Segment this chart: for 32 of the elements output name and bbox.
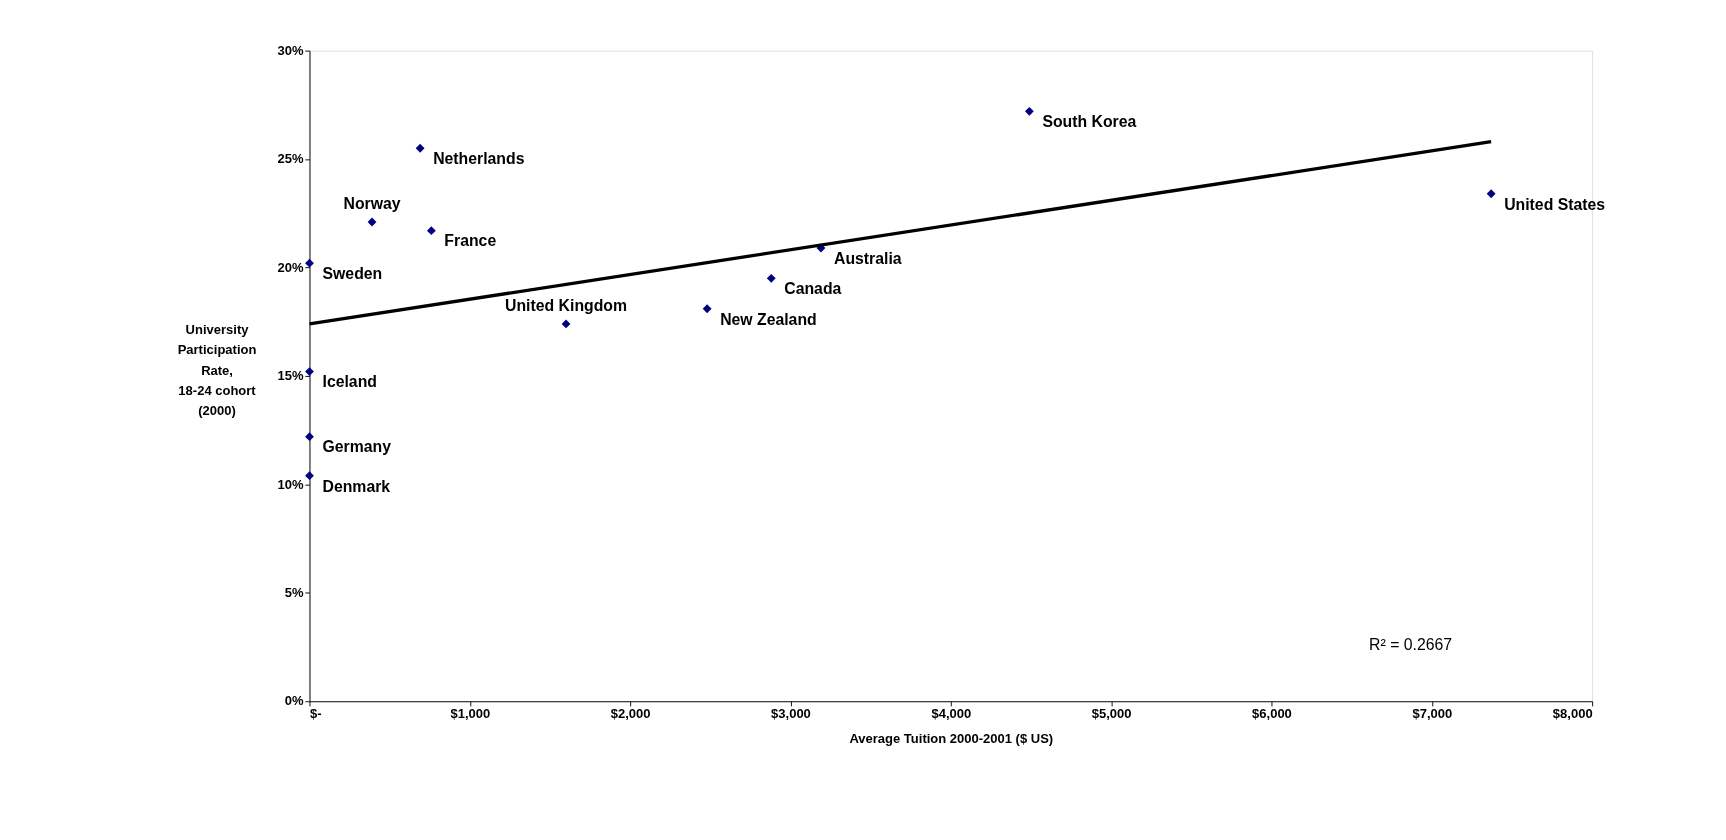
- x-tick-label: $6,000: [1252, 706, 1292, 722]
- y-tick-label: 30%: [277, 42, 304, 58]
- y-tick-label: 20%: [277, 259, 304, 275]
- annotation: South Korea: [1042, 113, 1137, 131]
- annotation: United States: [1504, 195, 1606, 213]
- x-tick-label: $-: [309, 706, 322, 722]
- annotation: Australia: [833, 249, 902, 267]
- x-tick-label: $4,000: [931, 706, 972, 722]
- x-tick-label: $2,000: [610, 706, 651, 722]
- x-tick-label: $8,000: [1552, 706, 1593, 722]
- annotation: Denmark: [322, 477, 391, 495]
- annotation: Sweden: [322, 264, 383, 282]
- annotation: Canada: [784, 280, 842, 298]
- annotation: Germany: [322, 438, 392, 456]
- x-tick-label: $5,000: [1091, 706, 1132, 722]
- y-axis-title: University Participation Rate, 18-24 cohort (2000): [177, 321, 257, 419]
- annotation: R² = 0.2667: [1369, 636, 1453, 654]
- y-tick-label: 0%: [284, 693, 304, 709]
- annotation: France: [444, 232, 497, 250]
- y-tick-label: 25%: [277, 151, 304, 167]
- annotation: United Kingdom: [505, 296, 628, 314]
- x-tick-label: $7,000: [1412, 706, 1453, 722]
- x-tick-label: $3,000: [771, 706, 811, 722]
- annotation: New Zealand: [720, 310, 817, 328]
- annotation: Norway: [343, 194, 401, 212]
- x-axis-title: Average Tuition 2000-2001 ($ US): [849, 730, 1054, 746]
- annotation: Iceland: [322, 373, 377, 391]
- y-tick-label: 15%: [277, 368, 304, 384]
- y-tick-label: 5%: [284, 585, 304, 601]
- y-tick-label: 10%: [277, 476, 304, 492]
- annotation: Netherlands: [433, 150, 525, 168]
- x-tick-label: $1,000: [450, 706, 491, 722]
